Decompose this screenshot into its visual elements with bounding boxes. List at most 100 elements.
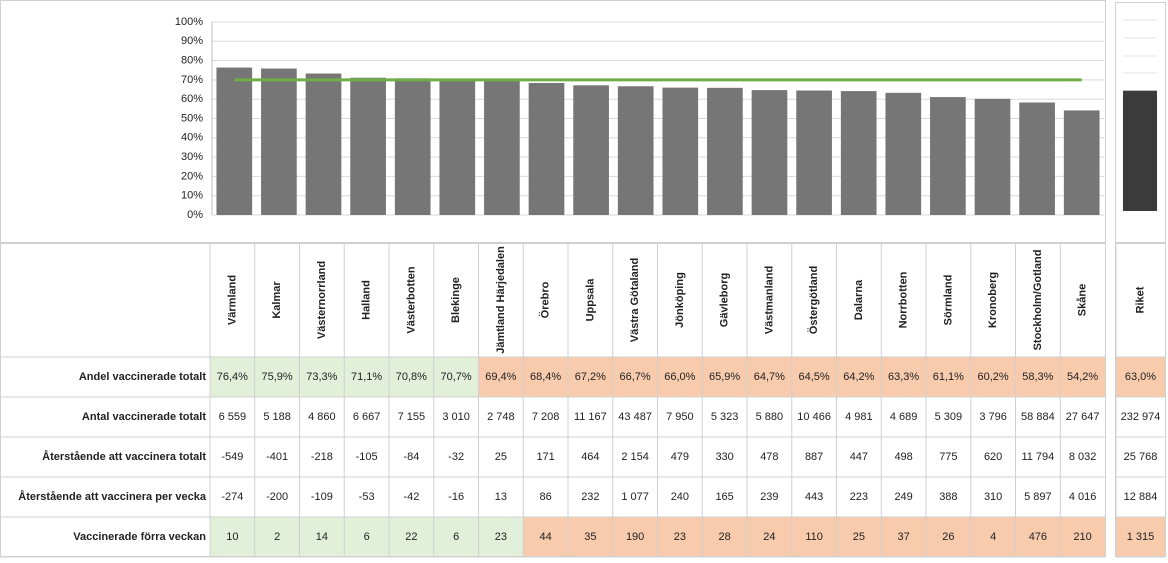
- column-header: Blekinge: [450, 277, 462, 323]
- cell: 70,8%: [396, 371, 427, 383]
- cell-fill: [791, 357, 837, 397]
- cell: 8 032: [1069, 451, 1097, 463]
- cell: 6 559: [219, 411, 247, 423]
- column-header: Östergötland: [807, 266, 820, 334]
- bar: [305, 73, 342, 215]
- y-tick-label: 20%: [181, 170, 203, 182]
- cell-fill: [657, 517, 703, 557]
- cell-fill: [210, 517, 255, 557]
- column-header: Västerbotten: [405, 266, 417, 334]
- bar: [484, 81, 520, 215]
- cell: 68,4%: [530, 371, 561, 383]
- column-header: Sörmland: [942, 275, 954, 326]
- cell: 5 880: [756, 411, 784, 423]
- cell-fill: [881, 357, 926, 397]
- cell-fill: [1116, 517, 1165, 557]
- cell: 310: [984, 491, 1002, 503]
- cell: 5 323: [711, 411, 739, 423]
- cell-fill: [747, 357, 792, 397]
- column-header: Riket: [1134, 286, 1146, 313]
- cell: 239: [760, 491, 778, 503]
- cell: 13: [495, 491, 507, 503]
- cell: 4 981: [845, 411, 873, 423]
- bar: [216, 67, 253, 215]
- cell: 330: [715, 451, 733, 463]
- bar: [261, 68, 297, 215]
- bar: [394, 78, 431, 215]
- y-tick-label: 100%: [175, 16, 203, 28]
- column-header: Kronoberg: [987, 272, 999, 328]
- cell: 7 950: [666, 411, 694, 423]
- cell: 1 077: [621, 491, 649, 503]
- cell: 43 487: [618, 411, 652, 423]
- cell-fill: [254, 517, 300, 557]
- cell: -401: [266, 451, 288, 463]
- cell: 249: [894, 491, 912, 503]
- cell: -274: [221, 491, 243, 503]
- bar: [840, 91, 877, 215]
- bar: [439, 78, 476, 215]
- cell: 4 689: [890, 411, 918, 423]
- column-header: Kalmar: [271, 281, 283, 319]
- cell: 10 466: [797, 411, 831, 423]
- cell: 210: [1073, 531, 1091, 543]
- cell: 10: [226, 531, 238, 543]
- column-header: Västra Götaland: [629, 258, 641, 342]
- cell: 69,4%: [485, 371, 516, 383]
- cell: 775: [939, 451, 957, 463]
- cell-fill: [433, 357, 479, 397]
- cell: -32: [448, 451, 464, 463]
- cell: 86: [540, 491, 552, 503]
- cell: 54,2%: [1067, 371, 1098, 383]
- cell-fill: [612, 517, 658, 557]
- cell-fill: [926, 517, 971, 557]
- cell: 25 768: [1124, 451, 1158, 463]
- cell: 476: [1029, 531, 1047, 543]
- bar: [1063, 110, 1100, 215]
- cell: 22: [405, 531, 417, 543]
- cell: 37: [898, 531, 910, 543]
- cell-fill: [1015, 357, 1061, 397]
- cell: 65,9%: [709, 371, 740, 383]
- cell: 7 155: [398, 411, 426, 423]
- y-tick-label: 0%: [187, 209, 203, 221]
- cell: 11 794: [1021, 451, 1054, 463]
- cell: -84: [403, 451, 419, 463]
- cell: 5 309: [935, 411, 963, 423]
- cell-fill: [836, 357, 882, 397]
- cell: 464: [581, 451, 599, 463]
- cell-fill: [1060, 517, 1105, 557]
- cell: 447: [850, 451, 868, 463]
- cell-fill: [836, 517, 882, 557]
- row-label: Andel vaccinerade totalt: [79, 371, 206, 383]
- cell-fill: [1015, 517, 1061, 557]
- column-header: Norrbotten: [898, 271, 910, 328]
- y-tick-label: 70%: [181, 74, 203, 86]
- column-header: Uppsala: [584, 278, 596, 322]
- cell-fill: [881, 517, 926, 557]
- cell: 25: [853, 531, 865, 543]
- bar: [974, 98, 1011, 215]
- cell: 23: [674, 531, 686, 543]
- bar: [796, 90, 832, 215]
- cell-fill: [299, 517, 345, 557]
- row-label: Antal vaccinerade totalt: [82, 411, 206, 423]
- cell-fill: [210, 357, 255, 397]
- cell: 66,7%: [620, 371, 651, 383]
- cell-fill: [1060, 357, 1105, 397]
- bar: [930, 97, 966, 215]
- bar: [617, 86, 654, 215]
- cell-fill: [433, 517, 479, 557]
- cell-fill: [568, 357, 613, 397]
- column-header: Västernorrland: [316, 261, 328, 339]
- bar: [528, 82, 565, 215]
- cell-fill: [702, 517, 747, 557]
- cell: 25: [495, 451, 507, 463]
- cell: 4 016: [1069, 491, 1097, 503]
- cell: 12 884: [1124, 491, 1158, 503]
- bar: [707, 87, 743, 215]
- cell: 76,4%: [217, 371, 248, 383]
- cell: 4 860: [308, 411, 336, 423]
- cell-fill: [478, 517, 524, 557]
- cell: 443: [805, 491, 823, 503]
